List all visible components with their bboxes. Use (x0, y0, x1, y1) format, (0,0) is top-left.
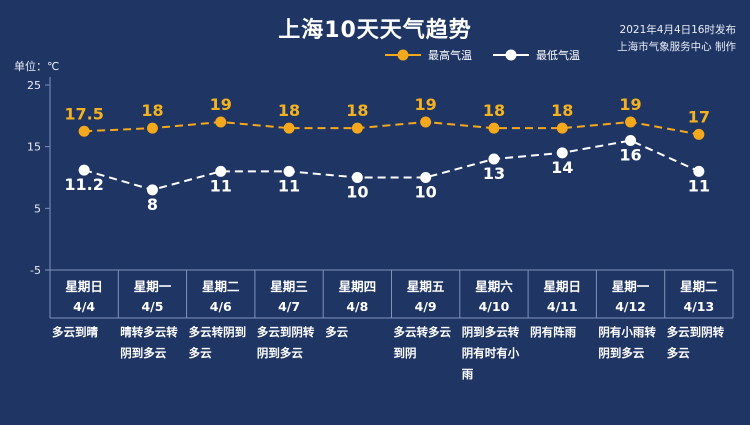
data-point-high (283, 122, 295, 134)
unit-label: 单位：℃ (14, 60, 60, 73)
data-label-high: 17.5 (64, 104, 103, 123)
data-point-high (146, 122, 158, 134)
data-label-high: 18 (278, 101, 300, 120)
data-label-low: 10 (415, 183, 437, 202)
data-point-low (625, 135, 637, 146)
date-label: 4/7 (278, 299, 300, 314)
weather-description: 多云 (325, 325, 349, 339)
series-line-low (83, 139, 700, 191)
data-label-low: 8 (147, 195, 158, 214)
data-label-high: 19 (619, 95, 641, 114)
data-point-low (420, 172, 432, 183)
data-label-low: 10 (346, 183, 368, 202)
data-point-high (693, 128, 705, 140)
legend-marker (397, 49, 409, 61)
data-label-high: 18 (141, 101, 163, 120)
legend-marker (505, 49, 517, 61)
data-label-low: 11 (688, 176, 710, 195)
weekday-label: 星期四 (339, 279, 377, 294)
weekday-label: 星期六 (475, 279, 513, 294)
data-point-high (488, 122, 500, 134)
data-point-low (215, 165, 227, 177)
date-label: 4/8 (346, 299, 368, 314)
data-label-low: 11.2 (64, 175, 103, 194)
data-point-high (556, 122, 568, 134)
data-label-low: 11 (278, 176, 300, 195)
weather-description: 多云到晴 (52, 325, 98, 339)
weekday-label: 星期二 (202, 279, 240, 294)
data-label-high: 18 (346, 101, 368, 120)
publish-time: 2021年4月4日16时发布 (619, 24, 736, 36)
data-label-high: 18 (551, 101, 573, 120)
data-point-low (146, 184, 158, 196)
date-label: 4/10 (479, 299, 510, 314)
data-label-low: 13 (483, 164, 505, 183)
data-point-low (351, 172, 363, 183)
weather-description: 晴转多云转阴到多云 (120, 325, 178, 360)
data-point-high (351, 122, 363, 134)
legend-label: 最高气温 (428, 48, 472, 62)
y-tick-label: -5 (30, 264, 41, 277)
date-label: 4/4 (73, 299, 95, 314)
date-label: 4/9 (415, 299, 437, 314)
weather-description: 多云到阴转多云 (666, 325, 725, 360)
weekday-label: 星期二 (680, 279, 718, 294)
weather-description: 多云转多云到阴 (393, 325, 452, 360)
series-line-high (84, 120, 700, 136)
date-label: 4/13 (684, 299, 715, 314)
data-label-high: 18 (483, 101, 505, 120)
date-label: 4/5 (141, 299, 163, 314)
data-point-low (556, 147, 568, 159)
weekday-label: 星期五 (407, 279, 445, 294)
y-tick-label: 5 (34, 202, 41, 215)
weekday-label: 星期一 (134, 279, 172, 294)
data-label-low: 14 (551, 158, 573, 177)
weather-description: 阴有小雨转阴到多云 (598, 325, 656, 360)
weather-description: 多云到阴转阴到多云 (256, 325, 315, 360)
data-point-low (693, 165, 705, 177)
data-label-high: 17 (688, 107, 710, 126)
weekday-label: 星期三 (270, 279, 308, 294)
weekday-label: 星期一 (612, 279, 650, 294)
data-point-high (420, 116, 432, 128)
data-point-high (78, 125, 90, 137)
data-label-low: 16 (619, 146, 641, 165)
weekday-label: 星期日 (65, 279, 103, 294)
legend-label: 最低气温 (536, 48, 580, 62)
data-label-high: 19 (210, 95, 232, 114)
date-label: 4/12 (615, 299, 646, 314)
data-point-low (78, 164, 90, 176)
data-label-low: 11 (210, 176, 232, 195)
data-point-high (625, 116, 637, 128)
data-label-high: 19 (415, 95, 437, 114)
weather-description: 阴到多云转阴有时有小雨 (461, 325, 520, 381)
publisher: 上海市气象服务中心 制作 (617, 41, 736, 53)
date-label: 4/11 (547, 299, 578, 314)
date-label: 4/6 (210, 299, 232, 314)
data-point-low (488, 153, 500, 165)
weather-description: 阴有阵雨 (530, 325, 577, 339)
weekday-label: 星期日 (543, 279, 581, 294)
page-title: 上海10天天气趋势 (278, 18, 472, 43)
y-tick-label: 25 (27, 79, 41, 92)
data-point-high (215, 116, 227, 128)
weather-description: 多云转阴到多云 (188, 325, 247, 360)
data-point-low (283, 165, 295, 177)
y-tick-label: 15 (27, 141, 41, 154)
